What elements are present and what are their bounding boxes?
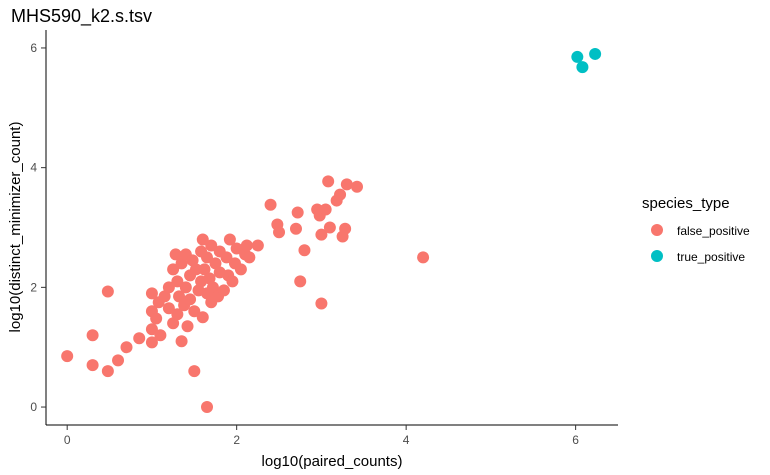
y-tick-label: 0 xyxy=(30,400,37,414)
legend: species_type false_positive true_positiv… xyxy=(642,195,750,264)
data-point-false-positive xyxy=(167,263,180,276)
chart-title: MHS590_k2.s.tsv xyxy=(11,6,152,27)
x-axis-label: log10(paired_counts) xyxy=(262,453,403,470)
y-tick-label: 4 xyxy=(30,161,37,175)
data-point-false-positive xyxy=(133,332,146,345)
data-point-false-positive xyxy=(184,293,197,306)
y-tick-label: 6 xyxy=(30,41,37,55)
data-point-false-positive xyxy=(171,275,184,288)
data-point-false-positive xyxy=(196,311,209,324)
data-point-false-positive xyxy=(167,317,180,330)
data-point-false-positive xyxy=(251,239,264,252)
data-point-false-positive xyxy=(220,251,233,264)
y-axis-label: log10(distinct_minimizer_count) xyxy=(7,122,24,333)
data-point-false-positive xyxy=(201,401,214,414)
data-point-false-positive xyxy=(322,175,335,188)
data-point-false-positive xyxy=(179,281,192,294)
data-point-false-positive xyxy=(319,203,332,216)
data-point-false-positive xyxy=(339,222,352,235)
data-point-false-positive xyxy=(101,365,114,378)
y-tick-label: 2 xyxy=(30,280,37,294)
legend-title: species_type xyxy=(642,195,730,212)
data-point-false-positive xyxy=(334,188,347,201)
data-point-true-positive xyxy=(571,50,584,63)
data-point-false-positive xyxy=(150,312,163,325)
data-point-false-positive xyxy=(175,335,188,348)
x-tick-label: 6 xyxy=(572,433,579,447)
data-point-false-positive xyxy=(154,329,167,342)
data-point-false-positive xyxy=(234,263,247,276)
data-point-false-positive xyxy=(196,233,209,246)
data-point-false-positive xyxy=(181,320,194,333)
data-point-false-positive xyxy=(209,257,222,270)
data-point-false-positive xyxy=(86,329,99,342)
data-point-true-positive xyxy=(589,47,602,60)
data-point-false-positive xyxy=(173,290,186,303)
data-point-false-positive xyxy=(294,275,307,288)
data-points xyxy=(61,47,602,414)
data-point-false-positive xyxy=(340,178,353,191)
data-point-false-positive xyxy=(112,354,125,367)
data-point-false-positive xyxy=(323,221,336,234)
data-point-false-positive xyxy=(226,275,239,288)
data-point-false-positive xyxy=(315,297,328,310)
data-point-true-positive xyxy=(576,61,589,74)
data-point-false-positive xyxy=(120,341,133,354)
data-point-false-positive xyxy=(169,248,182,261)
data-point-false-positive xyxy=(175,257,188,270)
data-point-false-positive xyxy=(162,281,175,294)
data-point-false-positive xyxy=(145,336,158,349)
data-point-false-positive xyxy=(158,290,171,303)
data-point-false-positive xyxy=(264,198,277,211)
ticks: 0 2 4 6 0 2 4 6 xyxy=(30,41,579,447)
legend-label-true-positive: true_positive xyxy=(677,250,745,264)
legend-marker-true-positive xyxy=(651,250,663,262)
data-point-false-positive xyxy=(206,281,219,294)
data-point-false-positive xyxy=(101,285,114,298)
data-point-false-positive xyxy=(188,365,201,378)
data-point-false-positive xyxy=(198,263,211,276)
data-point-false-positive xyxy=(291,206,304,219)
x-tick-label: 0 xyxy=(64,433,71,447)
x-tick-label: 4 xyxy=(403,433,410,447)
data-point-false-positive xyxy=(289,222,302,235)
data-point-false-positive xyxy=(189,263,202,276)
data-point-false-positive xyxy=(217,284,230,297)
data-point-false-positive xyxy=(201,251,214,264)
x-tick-label: 2 xyxy=(233,433,240,447)
data-point-false-positive xyxy=(171,308,184,321)
data-point-false-positive xyxy=(298,244,311,257)
data-point-false-positive xyxy=(230,242,243,255)
axes xyxy=(45,30,618,426)
data-point-false-positive xyxy=(350,180,363,193)
legend-marker-false-positive xyxy=(651,224,663,236)
data-point-false-positive xyxy=(240,239,253,252)
data-point-false-positive xyxy=(162,302,175,315)
data-point-false-positive xyxy=(86,359,99,372)
data-point-false-positive xyxy=(188,305,201,318)
data-point-false-positive xyxy=(273,226,286,239)
legend-label-false-positive: false_positive xyxy=(677,224,750,238)
data-point-false-positive xyxy=(61,350,74,363)
data-point-false-positive xyxy=(417,251,430,264)
data-point-false-positive xyxy=(145,323,158,336)
data-point-false-positive xyxy=(243,251,256,264)
data-point-false-positive xyxy=(145,287,158,300)
data-point-false-positive xyxy=(223,233,236,246)
data-point-false-positive xyxy=(315,228,328,241)
data-point-false-positive xyxy=(205,239,218,252)
